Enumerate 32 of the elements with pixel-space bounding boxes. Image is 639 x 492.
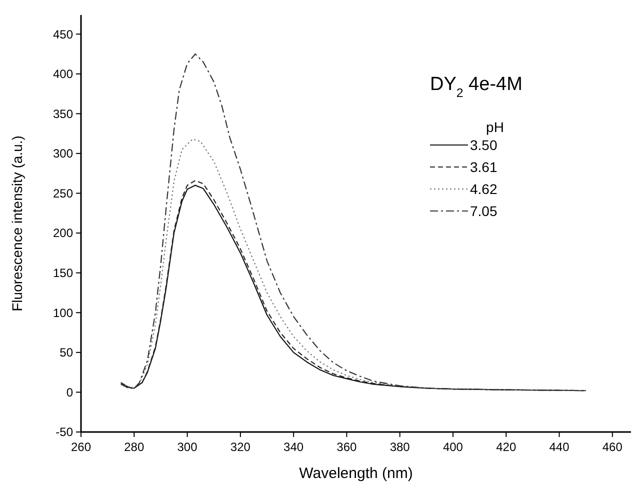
x-tick-label: 460	[602, 440, 623, 454]
y-tick-label: 450	[52, 27, 74, 42]
annotation: DY$_{2}$ 4e-4M	[430, 74, 522, 100]
x-tick-label: 340	[284, 440, 304, 454]
x-tick-label: 380	[390, 440, 410, 454]
legend-title: pH	[486, 119, 504, 135]
x-tick-label: 260	[70, 440, 92, 454]
y-tick-label: 200	[52, 226, 74, 240]
y-axis-title: Fluorescence intensity (a.u.)	[9, 136, 25, 312]
y-tick-label: -50	[56, 425, 74, 440]
x-tick-label: 280	[124, 440, 144, 454]
legend-label: 4.62	[470, 181, 498, 197]
x-tick-label: 400	[442, 440, 464, 454]
y-tick-label: 150	[52, 266, 74, 280]
x-tick-label: 360	[336, 440, 358, 454]
x-tick-label: 300	[177, 440, 198, 454]
y-tick-label: 0	[66, 385, 74, 400]
y-tick-label: 250	[52, 186, 74, 200]
x-tick-label: 420	[496, 440, 516, 454]
legend-label: 3.50	[470, 137, 498, 153]
y-tick-label: 300	[52, 146, 74, 161]
y-tick-label: 50	[60, 346, 74, 360]
x-tick-label: 320	[230, 440, 251, 454]
line-series	[120, 53, 586, 392]
y-tick-label: 100	[52, 306, 74, 320]
y-tick-label: 350	[52, 106, 74, 121]
line-series	[120, 138, 586, 392]
legend-label: 7.05	[470, 203, 498, 219]
legend-label: 3.61	[470, 159, 498, 175]
x-tick-label: 440	[549, 440, 570, 454]
y-tick-label: 400	[52, 67, 74, 82]
x-axis-title: Wavelength (nm)	[299, 465, 413, 482]
